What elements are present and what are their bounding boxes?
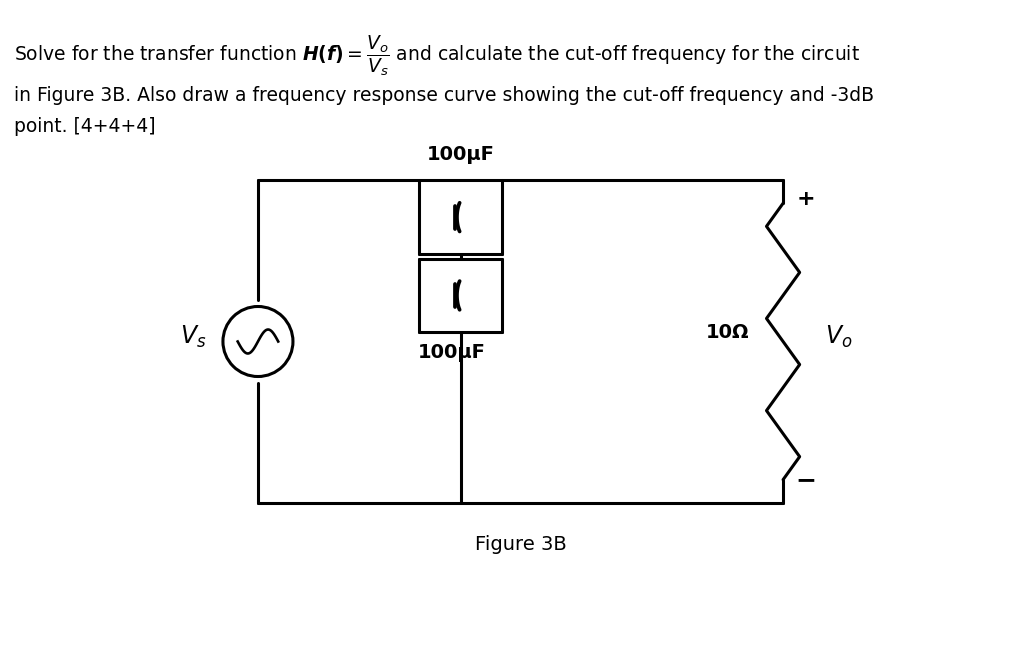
Text: in Figure 3B. Also draw a frequency response curve showing the cut-off frequency: in Figure 3B. Also draw a frequency resp… xyxy=(13,86,873,105)
Text: $V_s$: $V_s$ xyxy=(180,324,207,350)
Text: point. [4+4+4]: point. [4+4+4] xyxy=(13,117,156,136)
Text: 100μF: 100μF xyxy=(427,145,495,164)
Text: $V_o$: $V_o$ xyxy=(824,324,852,350)
Text: Figure 3B: Figure 3B xyxy=(475,535,566,554)
Text: −: − xyxy=(796,468,816,492)
Text: 10Ω: 10Ω xyxy=(706,323,750,341)
Text: Solve for the transfer function $\boldsymbol{H(f)} = \dfrac{V_o}{V_s}$ and calcu: Solve for the transfer function $\boldsy… xyxy=(13,34,860,78)
Text: +: + xyxy=(797,189,815,209)
Text: 100μF: 100μF xyxy=(418,343,485,362)
